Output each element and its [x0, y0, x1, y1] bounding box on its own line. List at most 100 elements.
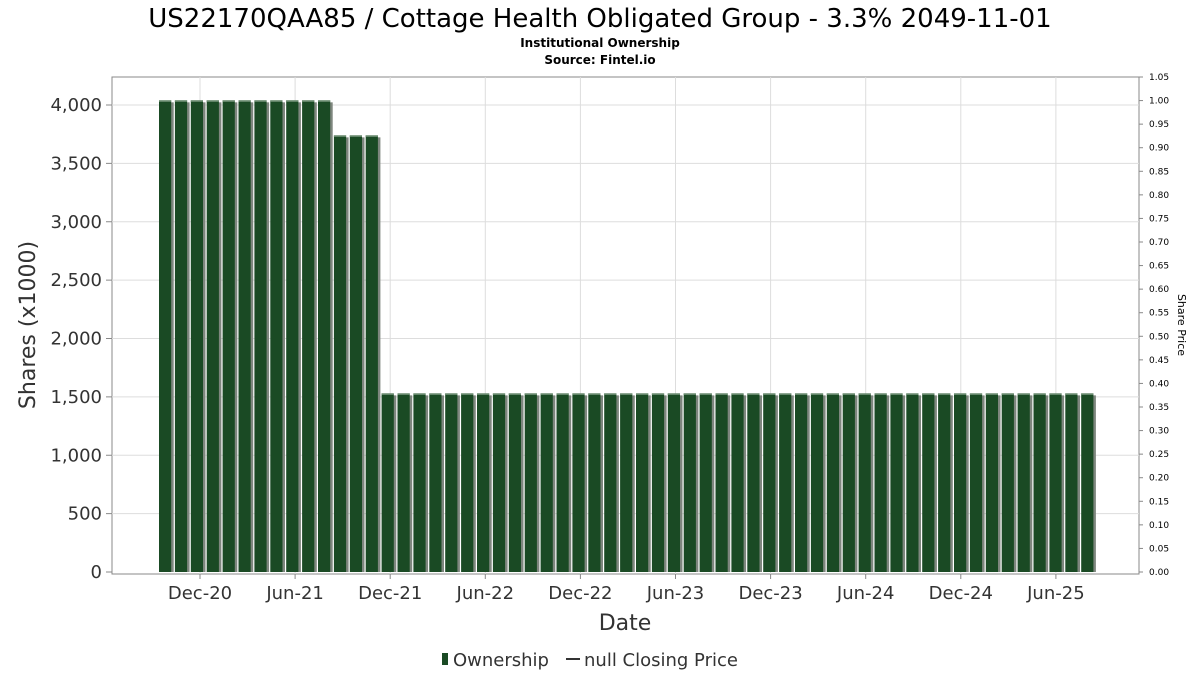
- bar-highlight: [349, 135, 362, 137]
- bar-fill: [731, 393, 744, 572]
- bar-highlight: [779, 393, 792, 395]
- y-tick-label: 3,500: [50, 153, 102, 174]
- bar-fill: [779, 393, 792, 572]
- y-tick-label: 2,500: [50, 270, 102, 291]
- bar-fill: [1065, 393, 1078, 572]
- bar-fill: [651, 393, 665, 572]
- bar-highlight: [1017, 393, 1030, 395]
- bar-highlight: [302, 100, 315, 102]
- y-axis-title: Shares (x1000): [16, 241, 41, 409]
- bar: [1017, 393, 1033, 572]
- bar-highlight: [826, 393, 839, 395]
- bar-fill: [699, 393, 712, 572]
- bar-highlight: [683, 393, 696, 395]
- bar-highlight: [381, 393, 394, 395]
- bar: [588, 393, 603, 572]
- bar: [572, 393, 588, 572]
- x-axis-title: Date: [599, 611, 652, 636]
- bar: [302, 100, 317, 572]
- y2-tick-label: 0.30: [1149, 427, 1169, 437]
- x-tick-label: Jun-25: [1026, 583, 1085, 604]
- y2-tick-label: 0.25: [1149, 450, 1169, 460]
- bar-highlight: [429, 393, 442, 395]
- bar: [270, 100, 285, 572]
- bar: [683, 393, 699, 572]
- x-tick-label: Dec-24: [929, 583, 993, 604]
- bar-fill: [747, 393, 760, 572]
- legend-ownership-label: Ownership: [453, 650, 549, 671]
- x-tick-label: Dec-20: [168, 583, 232, 604]
- y-tick-label: 2,000: [50, 329, 102, 350]
- y2-tick-label: 0.20: [1149, 474, 1169, 484]
- bar: [667, 393, 683, 572]
- bar-fill: [445, 393, 458, 572]
- x-tick-label: Jun-21: [265, 583, 324, 604]
- y2-axis-ticks: 0.00 0.05 0.10 0.15 0.20 0.25 0.30 0.35 0.40 0.45…: [1139, 73, 1169, 578]
- legend-price-label: null Closing Price: [584, 650, 738, 671]
- bar: [365, 135, 381, 573]
- bar-fill: [556, 393, 569, 572]
- bar-fill: [938, 393, 951, 572]
- bar-highlight: [874, 393, 887, 395]
- y2-tick-label: 1.05: [1149, 73, 1169, 83]
- bar: [540, 393, 556, 572]
- bar-highlight: [651, 393, 665, 395]
- bar-fill: [874, 393, 887, 572]
- bar: [858, 393, 874, 572]
- x-tick-label: Dec-22: [548, 583, 612, 604]
- bar-highlight: [365, 135, 378, 137]
- y2-tick-label: 0.70: [1149, 238, 1169, 248]
- bar: [524, 393, 540, 572]
- bar-fill: [715, 393, 728, 572]
- bar: [938, 393, 953, 572]
- bar: [906, 393, 921, 572]
- y2-tick-label: 0.00: [1149, 568, 1169, 578]
- legend-ownership-swatch: [442, 653, 448, 665]
- bar: [174, 100, 190, 572]
- bar-fill: [969, 393, 983, 572]
- bar-highlight: [222, 100, 235, 102]
- bar: [381, 393, 397, 572]
- bar-fill: [159, 100, 172, 572]
- bar-highlight: [477, 393, 490, 395]
- bar-fill: [333, 135, 347, 573]
- bar-highlight: [1081, 393, 1094, 395]
- y-tick-label: 3,000: [50, 212, 102, 233]
- bar-highlight: [286, 100, 299, 102]
- y2-tick-label: 0.95: [1149, 120, 1169, 130]
- y-tick-label: 1,000: [50, 445, 102, 466]
- bar: [651, 393, 667, 572]
- bar-fill: [524, 393, 537, 572]
- bar-fill: [620, 393, 633, 572]
- bar-highlight: [715, 393, 728, 395]
- bar-highlight: [906, 393, 919, 395]
- bar-highlight: [508, 393, 521, 395]
- x-tick-label: Jun-24: [836, 583, 895, 604]
- bar: [699, 393, 715, 572]
- y2-tick-label: 0.50: [1149, 332, 1169, 342]
- x-tick-label: Jun-22: [456, 583, 515, 604]
- bar: [190, 100, 206, 572]
- y2-tick-label: 0.60: [1149, 285, 1169, 295]
- bar: [206, 100, 222, 572]
- bar-fill: [954, 393, 967, 572]
- bar-highlight: [270, 100, 283, 102]
- bar-fill: [206, 100, 219, 572]
- bar-fill: [906, 393, 919, 572]
- bar: [413, 393, 429, 572]
- bar-fill: [190, 100, 203, 572]
- bar: [349, 135, 365, 573]
- y2-tick-label: 0.90: [1149, 144, 1169, 154]
- bar-fill: [302, 100, 315, 572]
- bar: [810, 393, 826, 572]
- bar: [238, 100, 254, 572]
- bar-highlight: [810, 393, 824, 395]
- bar-fill: [763, 393, 776, 572]
- y2-tick-label: 0.05: [1149, 544, 1169, 554]
- bar-fill: [683, 393, 696, 572]
- bar-highlight: [206, 100, 219, 102]
- bar-fill: [1081, 393, 1094, 572]
- bar-highlight: [492, 393, 506, 395]
- y2-tick-label: 0.75: [1149, 214, 1169, 224]
- bar-highlight: [461, 393, 474, 395]
